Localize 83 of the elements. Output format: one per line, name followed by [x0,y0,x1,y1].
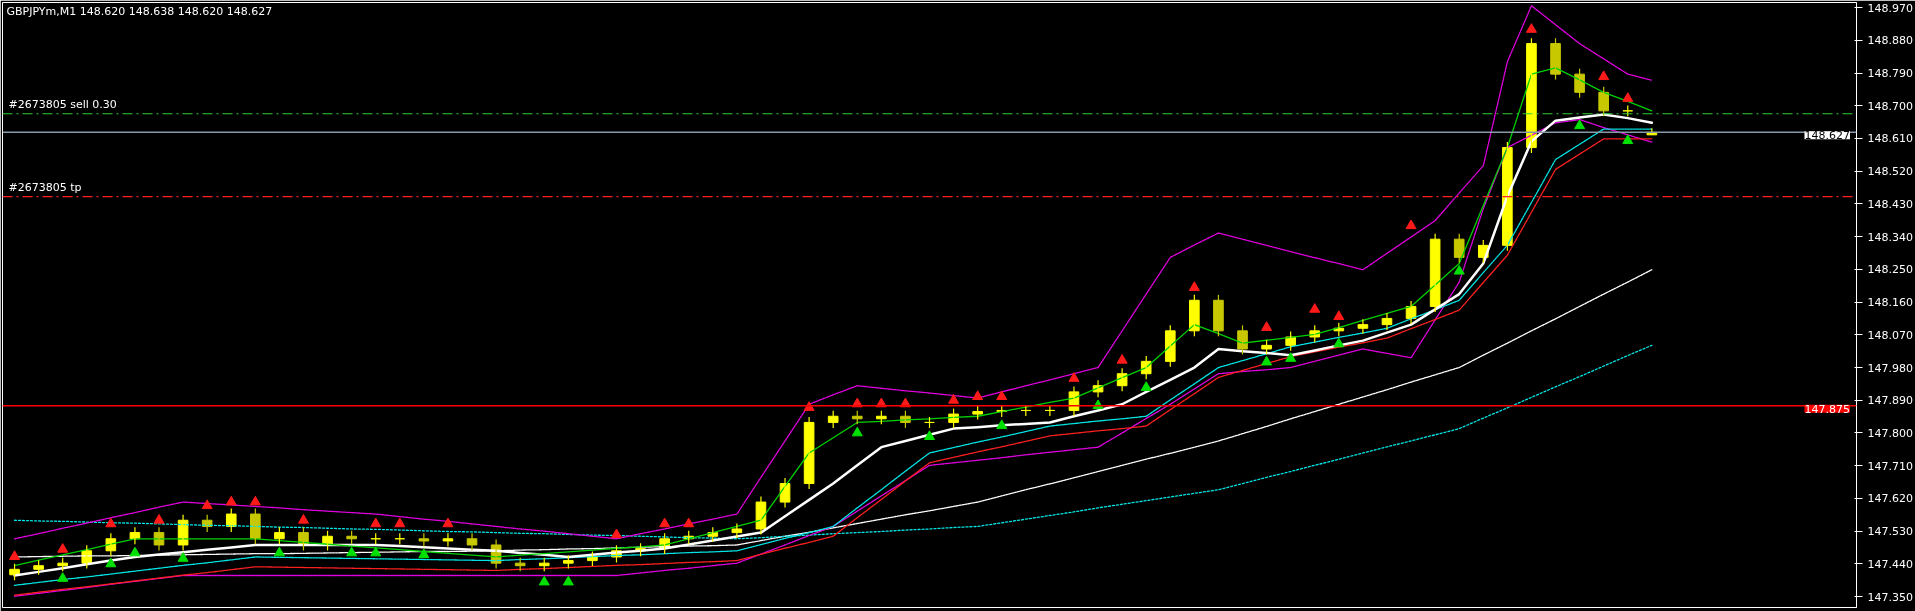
point [562,575,574,586]
point [1574,119,1586,130]
point [273,546,285,557]
ref-line-label: #2673805 sell 0.30 [8,97,117,111]
y-tick-label: 147.350 [1867,590,1913,604]
candlestick [418,532,430,548]
y-tick-label: 148.970 [1867,1,1913,15]
y-tick-label: 148.070 [1867,328,1913,342]
point [996,419,1008,430]
point [1116,353,1128,364]
ref-line-label: 147.875 [1804,402,1850,416]
point [1333,337,1345,348]
ref-line-label: 148.627 [1804,129,1850,143]
candlestick [442,532,454,548]
candlestick [1357,318,1369,335]
point [225,495,237,506]
y-tick-label: 148.880 [1867,34,1913,48]
point [1598,70,1610,81]
y-tick-label: 148.790 [1867,67,1913,81]
point [177,552,189,562]
candlestick [1044,404,1056,417]
y-tick-label: 147.710 [1867,459,1913,473]
point [1261,355,1273,366]
point [394,517,406,528]
point [201,499,213,510]
point [9,550,21,560]
point [610,528,622,539]
point [1453,264,1465,275]
point [1188,281,1200,291]
point [851,426,863,437]
point [370,546,382,557]
y-tick-label: 148.520 [1867,165,1913,179]
point [803,401,815,411]
candlestick [731,522,743,539]
point [370,517,382,528]
point [1261,321,1273,331]
point [346,546,358,557]
point [996,390,1008,401]
point [105,557,117,568]
point [538,575,550,586]
y-tick-label: 147.530 [1867,525,1913,539]
point [1622,92,1634,102]
point [418,548,430,559]
y-tick-label: 147.980 [1867,361,1913,375]
candlestick [1550,37,1561,81]
y-tick-label: 148.340 [1867,230,1913,244]
ref-line-label: #2673805 tp [8,180,82,194]
candlestick [1213,294,1224,337]
candlestick [1237,324,1248,356]
y-tick-label: 147.890 [1867,394,1913,408]
point [249,495,261,506]
point [924,430,935,440]
point [1309,303,1321,313]
point [153,513,165,524]
point [297,513,309,524]
point [948,393,960,404]
point [972,390,984,401]
point [1622,134,1634,145]
y-tick-label: 148.160 [1867,296,1913,310]
point [57,543,69,553]
point [442,517,454,528]
point [1140,381,1152,391]
point [129,546,141,557]
y-tick-label: 148.700 [1867,99,1913,113]
point [105,517,117,528]
point [1405,219,1417,230]
point [683,517,695,528]
y-tick-label: 147.800 [1867,426,1913,440]
candlestick [225,508,237,533]
point [57,572,69,582]
y-tick-label: 147.440 [1867,557,1913,571]
candlestick [1164,324,1176,368]
y-tick-label: 148.610 [1867,132,1913,146]
point [1068,372,1080,382]
y-tick-label: 148.250 [1867,263,1913,277]
chart-title: GBPJPYm,M1 148.620 148.638 148.620 148.627 [6,4,273,18]
candlestick [1574,68,1585,99]
y-tick-label: 147.620 [1867,492,1913,506]
point [1285,352,1297,362]
point [659,517,671,528]
point [1333,310,1345,321]
point [1525,23,1537,33]
y-tick-label: 148.430 [1867,197,1913,211]
